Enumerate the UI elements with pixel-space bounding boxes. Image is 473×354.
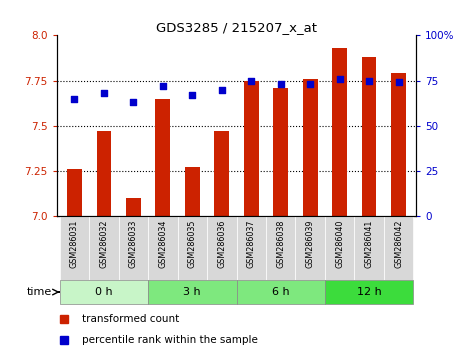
Text: percentile rank within the sample: percentile rank within the sample [82, 335, 258, 345]
FancyBboxPatch shape [236, 280, 325, 304]
Bar [214, 131, 229, 216]
Point [100, 90, 108, 96]
Point [218, 87, 226, 92]
Bar [362, 57, 377, 216]
Text: 3 h: 3 h [184, 287, 201, 297]
Text: GSM286033: GSM286033 [129, 219, 138, 268]
Text: 0 h: 0 h [95, 287, 113, 297]
FancyBboxPatch shape [207, 216, 236, 280]
Text: GSM286036: GSM286036 [217, 219, 226, 268]
Point [130, 99, 137, 105]
FancyBboxPatch shape [266, 216, 296, 280]
FancyBboxPatch shape [119, 216, 148, 280]
FancyBboxPatch shape [148, 216, 177, 280]
Text: GSM286035: GSM286035 [188, 219, 197, 268]
Point [189, 92, 196, 98]
Text: 12 h: 12 h [357, 287, 381, 297]
Bar [244, 81, 259, 216]
Bar [332, 48, 347, 216]
FancyBboxPatch shape [60, 216, 89, 280]
Point [159, 83, 166, 89]
Text: GSM286031: GSM286031 [70, 219, 79, 268]
Text: GSM286032: GSM286032 [99, 219, 108, 268]
Text: time: time [27, 287, 52, 297]
Bar [96, 131, 111, 216]
FancyBboxPatch shape [148, 280, 236, 304]
Text: GSM286041: GSM286041 [365, 219, 374, 268]
FancyBboxPatch shape [325, 216, 354, 280]
FancyBboxPatch shape [354, 216, 384, 280]
Bar [185, 167, 200, 216]
Point [247, 78, 255, 83]
Text: GSM286038: GSM286038 [276, 219, 285, 268]
FancyBboxPatch shape [325, 280, 413, 304]
Point [395, 80, 403, 85]
FancyBboxPatch shape [296, 216, 325, 280]
Text: GSM286037: GSM286037 [247, 219, 256, 268]
Text: GSM286042: GSM286042 [394, 219, 403, 268]
Bar [391, 73, 406, 216]
Point [365, 78, 373, 83]
FancyBboxPatch shape [60, 280, 148, 304]
Text: transformed count: transformed count [82, 314, 179, 324]
Point [307, 81, 314, 87]
FancyBboxPatch shape [177, 216, 207, 280]
Bar [126, 198, 141, 216]
Bar [273, 88, 288, 216]
Text: GSM286034: GSM286034 [158, 219, 167, 268]
FancyBboxPatch shape [89, 216, 119, 280]
Text: GDS3285 / 215207_x_at: GDS3285 / 215207_x_at [156, 21, 317, 34]
Bar [67, 169, 82, 216]
Point [70, 96, 78, 101]
Text: GSM286039: GSM286039 [306, 219, 315, 268]
Point [336, 76, 343, 81]
Bar [156, 98, 170, 216]
FancyBboxPatch shape [384, 216, 413, 280]
Text: GSM286040: GSM286040 [335, 219, 344, 268]
FancyBboxPatch shape [236, 216, 266, 280]
Text: 6 h: 6 h [272, 287, 289, 297]
Bar [303, 79, 317, 216]
Point [277, 81, 284, 87]
